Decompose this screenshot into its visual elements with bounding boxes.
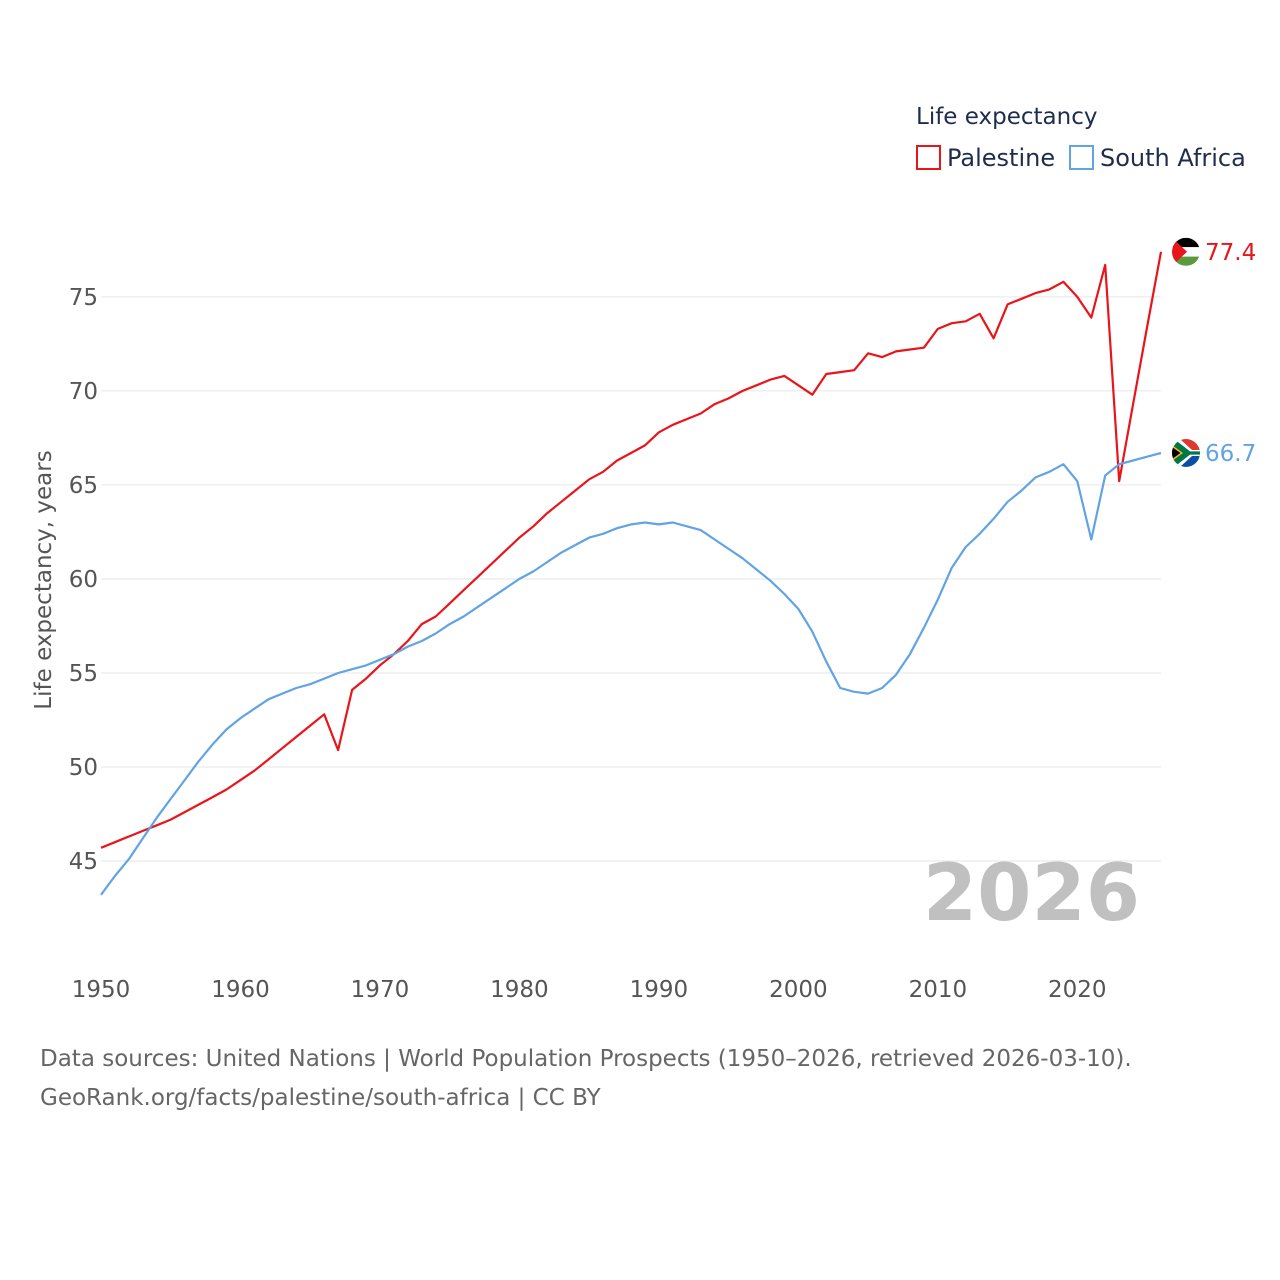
y-tick-label: 50 <box>69 755 98 781</box>
y-tick-label: 45 <box>69 849 98 875</box>
x-tick-label: 1980 <box>490 977 549 1003</box>
life-expectancy-chart: Life expectancy Palestine South Africa 4… <box>31 104 1256 1003</box>
x-tick-label: 1950 <box>72 977 131 1003</box>
y-axis-title: Life expectancy, years <box>31 450 57 709</box>
data-source-note: Data sources: United Nations | World Pop… <box>40 1046 1132 1072</box>
footer: Data sources: United Nations | World Pop… <box>40 1040 1260 1118</box>
y-tick-label: 60 <box>69 567 98 593</box>
x-tick-label: 1990 <box>630 977 689 1003</box>
x-tick-labels: 1950 1960 1970 1980 1990 2000 2010 2020 <box>72 977 1107 1003</box>
legend-swatch-south-africa <box>1069 145 1094 170</box>
legend-label-south-africa[interactable]: South Africa <box>1100 144 1246 172</box>
end-value-label-south-africa: 66.7 <box>1205 441 1256 467</box>
x-tick-label: 1960 <box>211 977 270 1003</box>
palestine-flag-icon <box>1172 237 1200 266</box>
x-tick-label: 1970 <box>351 977 410 1003</box>
y-tick-label: 65 <box>69 473 98 499</box>
south-africa-flag-icon <box>1172 439 1200 467</box>
y-tick-label: 70 <box>69 379 98 405</box>
legend-swatch-palestine <box>916 145 941 170</box>
series-line-palestine[interactable] <box>100 251 1163 849</box>
y-tick-label: 55 <box>69 661 98 687</box>
legend-title: Life expectancy <box>916 104 1097 130</box>
series-lines <box>100 251 1163 896</box>
x-tick-label: 2020 <box>1048 977 1107 1003</box>
series-line-south-africa[interactable] <box>100 451 1162 896</box>
grid <box>101 296 1161 862</box>
y-tick-labels: 45 50 55 60 65 70 75 <box>69 285 98 875</box>
source-link[interactable]: GeoRank.org/facts/palestine/south-africa… <box>40 1085 601 1111</box>
y-tick-label: 75 <box>69 285 98 311</box>
x-tick-label: 2000 <box>769 977 828 1003</box>
x-tick-label: 2010 <box>909 977 968 1003</box>
legend-label-palestine[interactable]: Palestine <box>947 144 1055 172</box>
current-year-watermark: 2026 <box>923 849 1140 939</box>
end-value-label-palestine: 77.4 <box>1205 240 1256 266</box>
